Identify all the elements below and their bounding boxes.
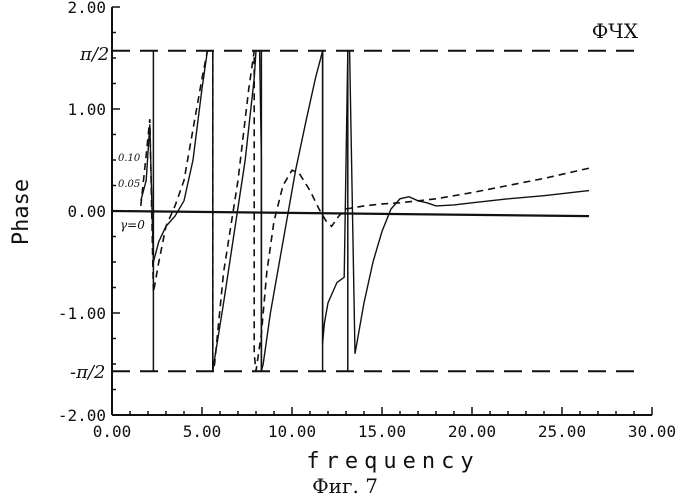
annotation-gamma-0: γ=0	[120, 218, 145, 232]
annotation-gamma-0-10: 0.10	[118, 153, 141, 164]
x-tick-label: 25.00	[538, 422, 586, 441]
x-axis-label: frequency	[306, 449, 479, 474]
x-tick-label: 30.00	[628, 422, 676, 441]
y-tick-label: -1.00	[58, 304, 106, 323]
minus-pi-over-2-label: -π/2	[70, 362, 105, 383]
y-tick-label: 1.00	[67, 100, 106, 119]
x-tick-label: 10.00	[268, 422, 316, 441]
y-tick-label: 0.00	[67, 202, 106, 221]
x-tick-label: 20.00	[448, 422, 496, 441]
series-layer	[112, 51, 589, 371]
pi-over-2-label: π/2	[79, 44, 109, 65]
series-line-baseline	[112, 211, 589, 216]
x-tick-label: 15.00	[358, 422, 406, 441]
axes: 0.00 5.00 10.00 15.00 20.00 25.00 30.00 2.00 1.0…	[58, 0, 676, 441]
y-tick-label: 2.00	[67, 0, 106, 17]
y-axis-label: Phase	[9, 179, 34, 245]
figure-caption: Фиг. 7	[312, 474, 378, 498]
x-tick-label: 5.00	[183, 422, 222, 441]
chart-title: ФЧХ	[592, 19, 639, 43]
y-tick-label: -2.00	[58, 406, 106, 425]
annotation-gamma-0-05: 0.05	[118, 179, 140, 190]
